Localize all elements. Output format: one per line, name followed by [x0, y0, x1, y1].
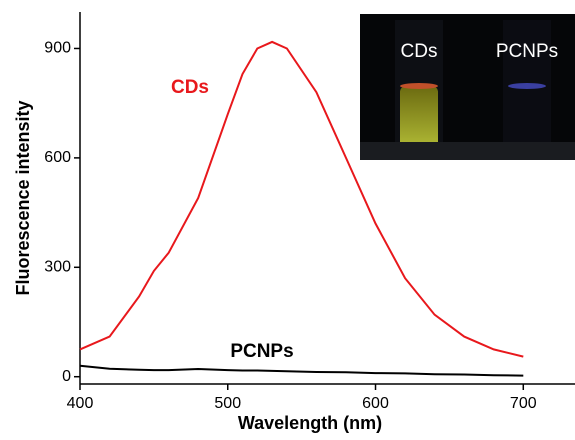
y-axis-title: Fluorescence intensity	[13, 100, 33, 295]
series-label: PCNPs	[230, 341, 293, 362]
y-tick-label: 0	[62, 368, 71, 385]
series-label: CDs	[171, 77, 209, 98]
y-tick-label: 900	[44, 40, 71, 57]
inset-label: CDs	[401, 41, 438, 62]
x-tick-label: 400	[67, 395, 94, 412]
x-axis-title: Wavelength (nm)	[238, 413, 382, 433]
x-tick-label: 500	[214, 395, 241, 412]
series-line	[79, 40, 524, 358]
series-line	[79, 364, 524, 377]
inset-label: PCNPs	[496, 41, 558, 62]
x-tick-label: 700	[510, 395, 537, 412]
y-tick-label: 300	[44, 259, 71, 276]
x-tick-label: 600	[362, 395, 389, 412]
y-tick-label: 600	[44, 149, 71, 166]
inset-photo	[360, 14, 575, 160]
